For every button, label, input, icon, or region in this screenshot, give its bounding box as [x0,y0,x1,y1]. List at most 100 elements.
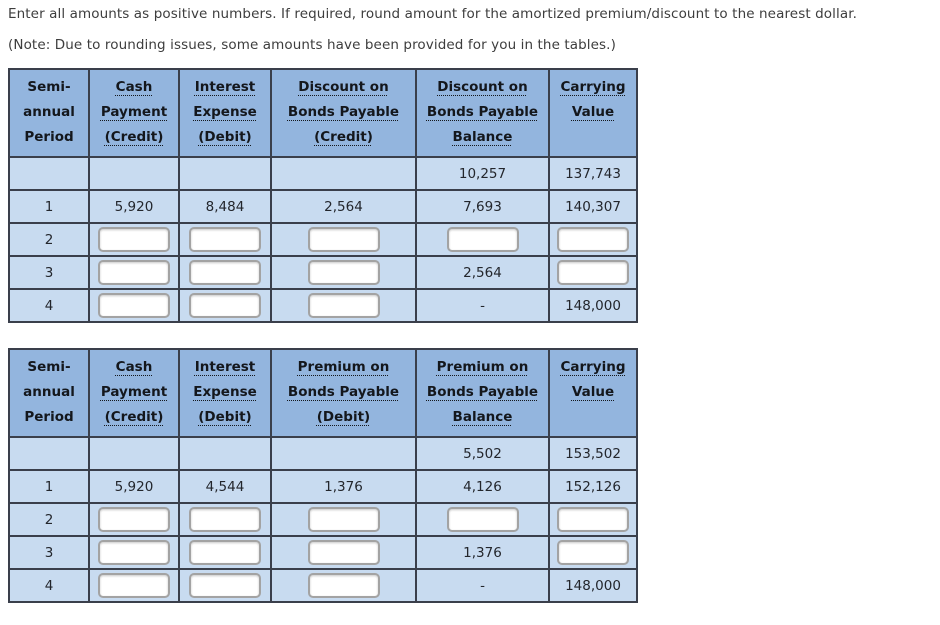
value-cell: 140,307 [548,189,638,224]
header-label: annual [23,104,75,120]
period-cell: 4 [8,568,90,603]
amount-label: 152,126 [565,478,621,495]
header-cell-5: Carrying Value [548,348,638,438]
period-label: 1 [44,198,54,215]
amount-input[interactable] [98,507,170,532]
amount-input[interactable] [98,260,170,285]
value-cell [548,255,638,290]
period-label: 2 [44,511,54,528]
value-cell: - [415,288,550,323]
amount-input[interactable] [307,540,380,565]
header-label: Discount on [298,79,389,95]
header-label: Period [24,129,74,145]
amount-input[interactable] [446,227,519,252]
amount-input[interactable] [189,507,261,532]
table-row: 4 - 148,000 [8,288,638,323]
amount-input[interactable] [557,227,629,252]
value-cell: 1,376 [415,535,550,570]
amount-label: 148,000 [565,297,621,314]
header-cell-2: Interest Expense (Debit) [178,348,272,438]
header-label: Bonds Payable [426,104,539,120]
value-cell [88,156,180,191]
amount-label: 4,126 [463,478,502,495]
value-cell: 2,564 [415,255,550,290]
period-cell: 3 [8,255,90,290]
amount-input[interactable] [98,293,170,318]
amount-label: 1,376 [324,478,363,495]
header-row: Semi-annual Period Cash Payment (Credit) Inte… [8,68,638,158]
period-label: 4 [44,577,54,594]
amount-input[interactable] [557,540,629,565]
header-label: annual [23,384,75,400]
amount-label: 5,920 [114,478,154,495]
header-cell-3: Premium on Bonds Payable (Debit) [270,348,417,438]
header-label: Value [571,384,615,400]
amount-label: 2,564 [324,198,363,215]
amount-input[interactable] [557,507,629,532]
amount-input[interactable] [446,507,519,532]
amount-input[interactable] [557,260,629,285]
value-cell: 5,502 [415,436,550,471]
amount-input[interactable] [307,573,380,598]
amount-label: 5,920 [114,198,154,215]
amount-label: 4,544 [205,478,245,495]
header-label: Carrying [560,359,626,375]
amount-input[interactable] [307,293,380,318]
value-cell [415,502,550,537]
amount-input[interactable] [98,573,170,598]
amount-label: 148,000 [565,577,621,594]
amount-input[interactable] [189,227,261,252]
instructions: Enter all amounts as positive numbers. I… [0,0,940,53]
amount-input[interactable] [307,507,380,532]
instruction-line2: (Note: Due to rounding issues, some amou… [8,37,616,53]
amount-label: 5,502 [463,445,502,462]
amount-label: 2,564 [463,264,502,281]
period-cell: 4 [8,288,90,323]
period-cell [8,436,90,471]
period-label: 4 [44,297,54,314]
value-cell: 2,564 [270,189,417,224]
amount-input[interactable] [189,573,261,598]
header-label: Period [24,409,74,425]
amount-input[interactable] [189,540,261,565]
table-row: 2 [8,502,638,537]
amount-label: 7,693 [463,198,502,215]
period-label: 1 [44,478,54,495]
period-cell: 1 [8,469,90,504]
value-cell [270,288,417,323]
header-label: Cash [115,359,153,375]
period-label: 3 [44,544,54,561]
header-label: Cash [115,79,153,95]
amount-input[interactable] [98,540,170,565]
header-cell-2: Interest Expense (Debit) [178,68,272,158]
amount-input[interactable] [189,260,261,285]
header-label: Expense [193,104,257,120]
value-cell [270,535,417,570]
amount-label: 153,502 [565,445,621,462]
table-row: 10,257 137,743 [8,156,638,191]
table-row: 2 [8,222,638,257]
value-cell [270,222,417,257]
value-cell [178,156,272,191]
amount-input[interactable] [189,293,261,318]
amount-input[interactable] [307,260,380,285]
value-cell [88,288,180,323]
amount-label: 8,484 [205,198,245,215]
value-cell [178,568,272,603]
header-label: Bonds Payable [287,104,400,120]
amount-input[interactable] [307,227,380,252]
value-cell: - [415,568,550,603]
header-row: Semi-annual Period Cash Payment (Credit) Inte… [8,348,638,438]
value-cell [88,436,180,471]
amount-label: 1,376 [463,544,502,561]
value-cell [270,568,417,603]
period-label: 3 [44,264,54,281]
header-label: (Debit) [316,409,371,425]
amount-input[interactable] [98,227,170,252]
amount-label: 140,307 [565,198,621,215]
value-cell [548,535,638,570]
value-cell: 7,693 [415,189,550,224]
header-cell-0: Semi-annual Period [8,68,90,158]
header-label: Expense [193,384,257,400]
value-cell [548,502,638,537]
